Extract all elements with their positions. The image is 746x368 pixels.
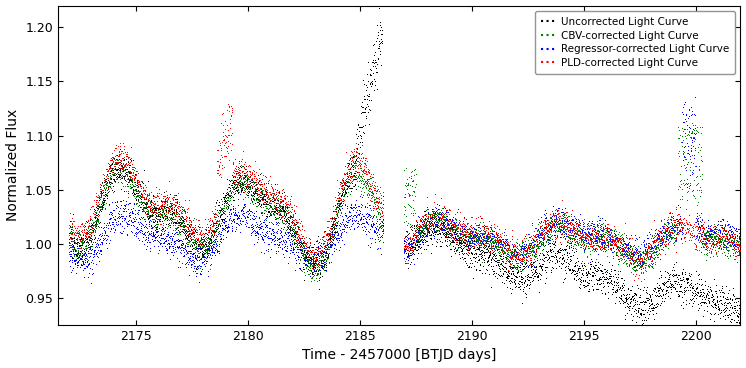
CBV-corrected Light Curve bbox=[687, 122, 696, 127]
CBV-corrected Light Curve bbox=[721, 237, 730, 241]
Regressor-corrected Light Curve bbox=[736, 251, 745, 255]
Uncorrected Light Curve bbox=[416, 240, 424, 244]
Uncorrected Light Curve bbox=[65, 238, 74, 242]
Uncorrected Light Curve bbox=[721, 285, 730, 290]
Regressor-corrected Light Curve bbox=[65, 260, 74, 265]
X-axis label: Time - 2457000 [BTJD days]: Time - 2457000 [BTJD days] bbox=[302, 348, 496, 362]
Regressor-corrected Light Curve bbox=[691, 95, 700, 100]
Line: Uncorrected Light Curve: Uncorrected Light Curve bbox=[65, 5, 745, 342]
CBV-corrected Light Curve bbox=[231, 180, 240, 184]
CBV-corrected Light Curve bbox=[132, 196, 141, 200]
PLD-corrected Light Curve bbox=[636, 279, 645, 284]
PLD-corrected Light Curve bbox=[65, 224, 74, 229]
CBV-corrected Light Curve bbox=[313, 280, 322, 284]
PLD-corrected Light Curve bbox=[416, 225, 424, 230]
Line: PLD-corrected Light Curve: PLD-corrected Light Curve bbox=[65, 101, 745, 286]
PLD-corrected Light Curve bbox=[231, 173, 240, 177]
CBV-corrected Light Curve bbox=[736, 246, 745, 251]
PLD-corrected Light Curve bbox=[721, 235, 730, 240]
Uncorrected Light Curve bbox=[374, 7, 383, 11]
Regressor-corrected Light Curve bbox=[654, 234, 663, 238]
Line: CBV-corrected Light Curve: CBV-corrected Light Curve bbox=[65, 120, 745, 287]
PLD-corrected Light Curve bbox=[223, 103, 232, 107]
Uncorrected Light Curve bbox=[134, 196, 143, 201]
CBV-corrected Light Curve bbox=[654, 251, 663, 256]
Uncorrected Light Curve bbox=[231, 179, 240, 184]
Legend: Uncorrected Light Curve, CBV-corrected Light Curve, Regressor-corrected Light Cu: Uncorrected Light Curve, CBV-corrected L… bbox=[535, 11, 736, 74]
Regressor-corrected Light Curve bbox=[132, 235, 141, 240]
Regressor-corrected Light Curve bbox=[721, 239, 730, 244]
Regressor-corrected Light Curve bbox=[416, 242, 424, 247]
Uncorrected Light Curve bbox=[132, 190, 141, 194]
Uncorrected Light Curve bbox=[654, 295, 663, 300]
CBV-corrected Light Curve bbox=[65, 242, 74, 246]
Regressor-corrected Light Curve bbox=[231, 214, 240, 218]
CBV-corrected Light Curve bbox=[416, 233, 424, 237]
CBV-corrected Light Curve bbox=[134, 201, 143, 205]
Regressor-corrected Light Curve bbox=[87, 282, 95, 286]
PLD-corrected Light Curve bbox=[134, 191, 143, 195]
PLD-corrected Light Curve bbox=[132, 173, 141, 177]
Line: Regressor-corrected Light Curve: Regressor-corrected Light Curve bbox=[65, 93, 745, 289]
PLD-corrected Light Curve bbox=[654, 237, 663, 242]
PLD-corrected Light Curve bbox=[736, 245, 745, 250]
Uncorrected Light Curve bbox=[736, 298, 745, 302]
Regressor-corrected Light Curve bbox=[134, 217, 143, 221]
Y-axis label: Normalized Flux: Normalized Flux bbox=[5, 109, 19, 222]
Uncorrected Light Curve bbox=[732, 335, 741, 340]
